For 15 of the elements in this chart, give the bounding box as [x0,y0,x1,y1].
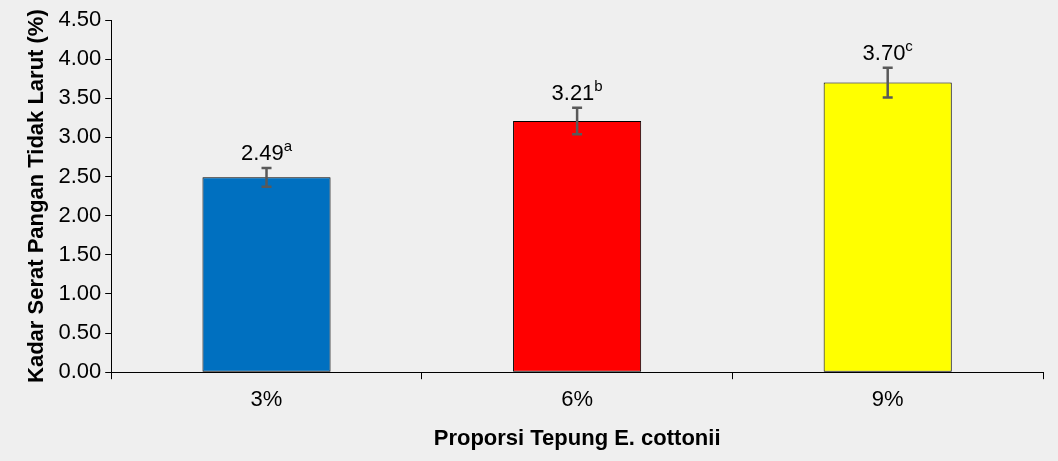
x-tick-label: 6% [561,386,594,412]
x-axis-title: Proporsi Tepung E. cottonii [433,424,721,450]
x-tick-label: 9% [871,386,904,412]
y-tick-label: 4.50 [58,6,102,32]
y-tick-label: 4.00 [58,45,102,71]
y-tick-label: 3.50 [58,84,102,110]
y-tick-label: 1.50 [58,240,102,266]
y-tick-label: 2.50 [58,162,102,188]
y-tick-label: 0.00 [58,358,102,384]
y-tick-label: 3.00 [58,123,102,149]
y-axis-title: Kadar Serat Pangan Tidak Larut (%) [23,9,49,383]
y-tick-label: 0.50 [58,319,102,345]
y-tick-label: 1.00 [58,280,102,305]
y-tick-label: 2.00 [58,201,102,227]
x-tick-label: 3% [250,386,283,412]
